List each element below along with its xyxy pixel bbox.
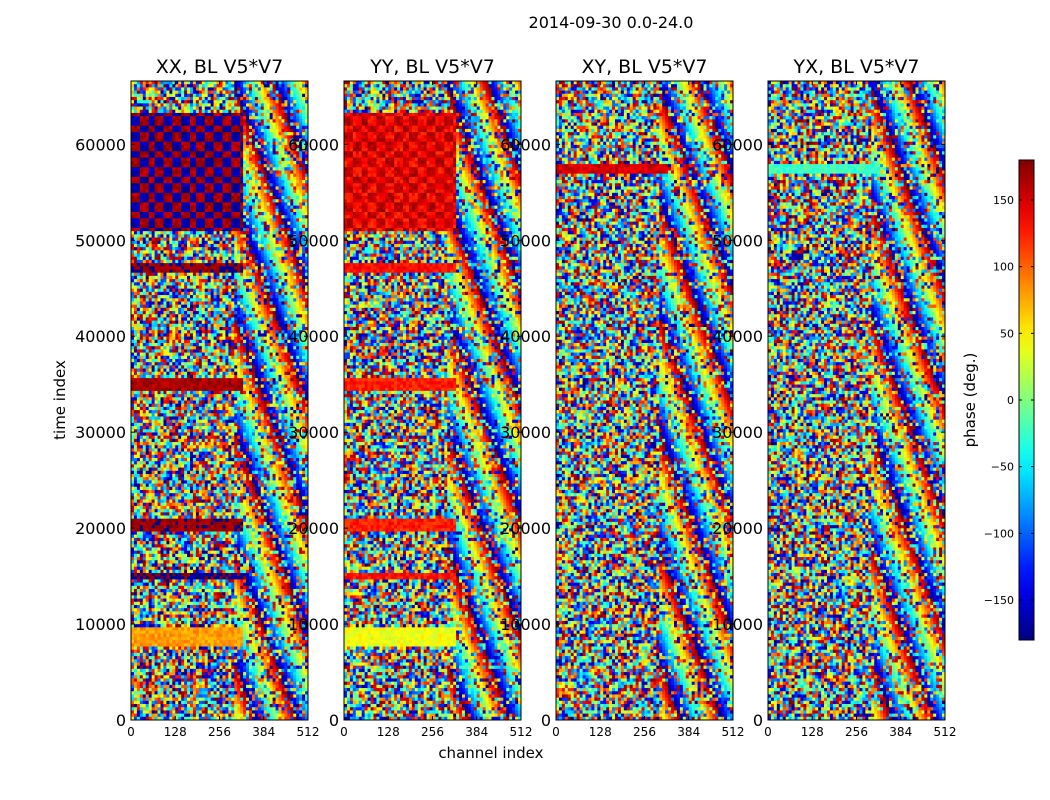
colorbar-label: phase (deg.) [961, 353, 979, 448]
colorbar-tick-label: −100 [984, 527, 1014, 540]
panel-3: XY, BL V5*V7 0 128 256 384 512 0 10000 20000 3000… [500, 56, 744, 739]
y-tick-label: 0 [753, 711, 763, 730]
y-tick-label: 10000 [75, 615, 126, 634]
panels-group: XX, BL V5*V7 0 128 256 384 512 0 10000 20000 3000… [51, 56, 956, 762]
panel-title-4: YX, BL V5*V7 [792, 56, 919, 78]
colorbar: phase (deg.) −150 −100 −50 0 50 100 150 [961, 159, 1035, 641]
y-tick-label: 40000 [500, 327, 551, 346]
panel-2: YY, BL V5*V7 0 128 256 384 512 0 10000 20000 3000… [288, 56, 544, 762]
y-tick-label: 0 [329, 711, 339, 730]
phase-heatmap-4 [768, 81, 945, 720]
panel-1: XX, BL V5*V7 0 128 256 384 512 0 10000 20000 3000… [51, 56, 319, 739]
x-tick-label: 0 [552, 725, 560, 739]
y-axis-label: time index [51, 360, 69, 440]
x-tick-label: 384 [252, 725, 275, 739]
colorbar-tick-label: −50 [991, 461, 1014, 474]
y-tick-label: 20000 [75, 519, 126, 538]
x-tick-label: 0 [127, 725, 135, 739]
y-tick-label: 30000 [500, 423, 551, 442]
y-tick-label: 20000 [712, 519, 763, 538]
phase-heatmap-2 [344, 81, 521, 720]
y-tick-label: 40000 [288, 327, 339, 346]
x-tick-label: 512 [934, 725, 957, 739]
phase-heatmap-1 [131, 81, 308, 720]
y-tick-label: 30000 [75, 423, 126, 442]
y-tick-label: 60000 [500, 135, 551, 154]
x-tick-label: 384 [465, 725, 488, 739]
x-tick-label: 512 [510, 725, 533, 739]
colorbar-tick-label: 0 [1007, 394, 1014, 407]
y-tick-label: 50000 [288, 231, 339, 250]
x-tick-label: 128 [589, 725, 612, 739]
y-tick-label: 10000 [712, 615, 763, 634]
y-tick-label: 50000 [75, 231, 126, 250]
panel-title-2: YY, BL V5*V7 [369, 56, 495, 78]
colorbar-tick-label: 50 [1000, 327, 1014, 340]
y-tick-label: 60000 [712, 135, 763, 154]
x-tick-label: 384 [677, 725, 700, 739]
y-tick-label: 10000 [288, 615, 339, 634]
x-tick-label: 256 [421, 725, 444, 739]
y-tick-label: 40000 [712, 327, 763, 346]
x-tick-label: 128 [164, 725, 187, 739]
x-tick-label: 256 [633, 725, 656, 739]
x-axis-label: channel index [438, 744, 543, 762]
y-tick-label: 40000 [75, 327, 126, 346]
panel-4: YX, BL V5*V7 0 128 256 384 512 0 10000 20000 3000… [712, 56, 956, 739]
y-tick-label: 60000 [288, 135, 339, 154]
figure-suptitle: 2014-09-30 0.0-24.0 [529, 13, 694, 32]
colorbar-tick-label: 100 [993, 261, 1014, 274]
y-tick-label: 0 [541, 711, 551, 730]
phase-heatmap-3 [556, 81, 733, 720]
x-tick-label: 512 [297, 725, 320, 739]
y-tick-label: 10000 [500, 615, 551, 634]
y-tick-label: 30000 [712, 423, 763, 442]
x-tick-label: 0 [340, 725, 348, 739]
y-tick-label: 60000 [75, 135, 126, 154]
y-tick-label: 30000 [288, 423, 339, 442]
x-tick-label: 256 [845, 725, 868, 739]
panel-title-3: XY, BL V5*V7 [581, 56, 707, 78]
y-tick-label: 50000 [712, 231, 763, 250]
y-tick-label: 0 [116, 711, 126, 730]
x-tick-label: 256 [208, 725, 231, 739]
x-tick-label: 128 [377, 725, 400, 739]
colorbar-tick-label: −150 [984, 594, 1014, 607]
panel-title-1: XX, BL V5*V7 [156, 56, 283, 78]
x-tick-label: 384 [889, 725, 912, 739]
x-tick-label: 128 [801, 725, 824, 739]
x-tick-label: 0 [764, 725, 772, 739]
x-tick-label: 512 [722, 725, 745, 739]
y-tick-label: 20000 [500, 519, 551, 538]
colorbar-tick-label: 150 [993, 194, 1014, 207]
y-tick-label: 20000 [288, 519, 339, 538]
y-tick-label: 50000 [500, 231, 551, 250]
